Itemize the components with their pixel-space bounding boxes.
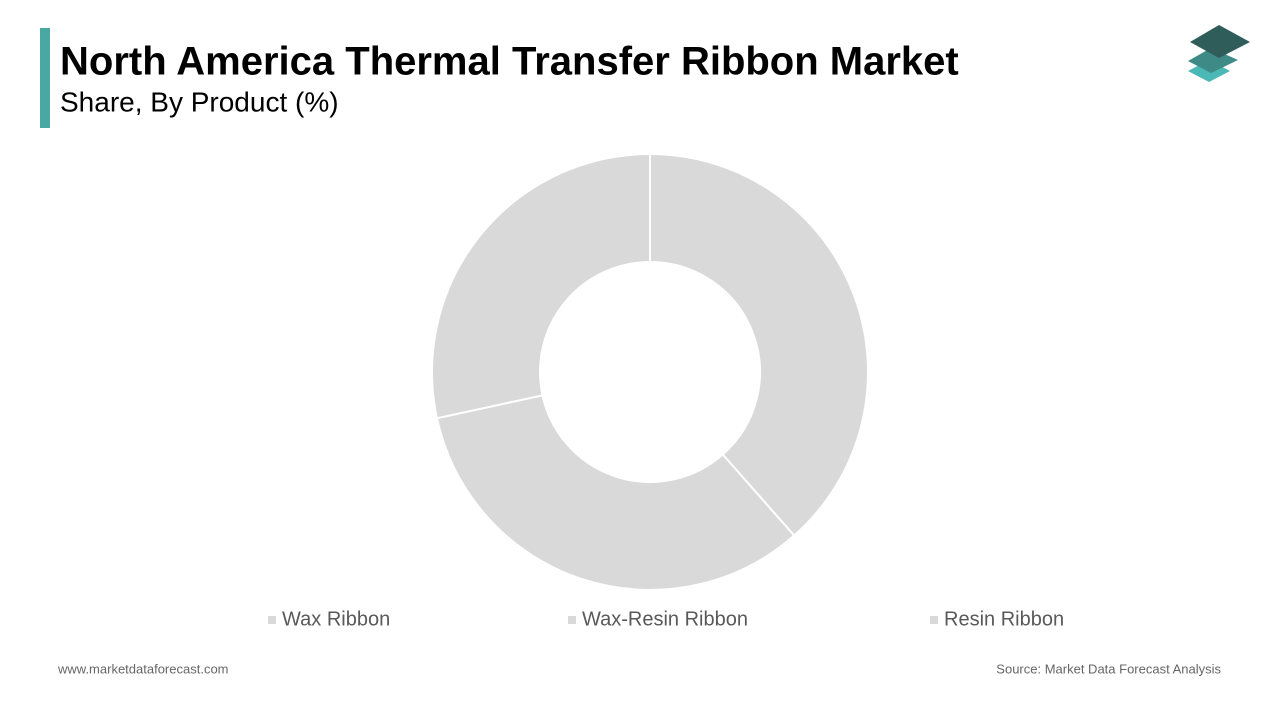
- source: Source: Market Data Forecast Analysis: [996, 661, 1221, 676]
- legend-swatch: [268, 616, 276, 624]
- donut-slice: [649, 152, 869, 537]
- logo: [1188, 25, 1250, 82]
- website: www.marketdataforecast.com: [57, 661, 229, 676]
- title-accent: [40, 28, 50, 128]
- legend-label: Wax-Resin Ribbon: [582, 608, 748, 630]
- legend-label: Wax Ribbon: [282, 608, 390, 630]
- legend-swatch: [568, 616, 576, 624]
- donut-slice: [435, 394, 796, 591]
- legend-label: Resin Ribbon: [944, 608, 1064, 630]
- legend-swatch: [930, 616, 938, 624]
- chart-title: North America Thermal Transfer Ribbon Ma…: [60, 40, 959, 84]
- chart-subtitle: Share, By Product (%): [60, 86, 339, 117]
- donut-slice: [431, 152, 651, 420]
